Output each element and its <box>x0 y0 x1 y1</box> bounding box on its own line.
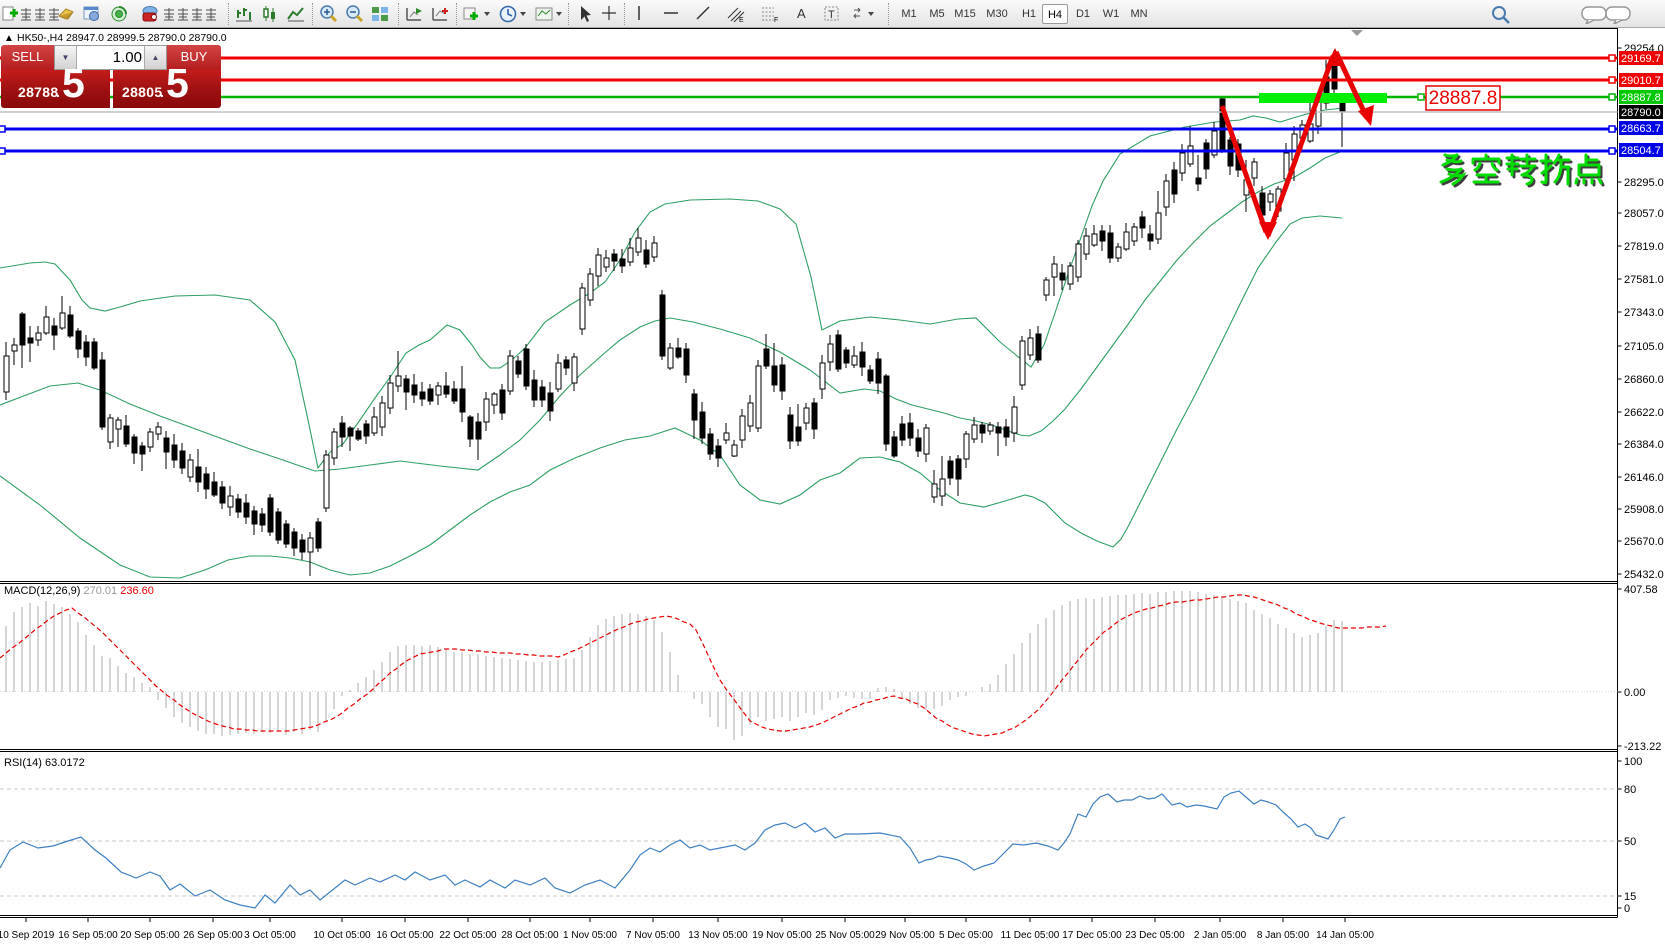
svg-text:26146.0: 26146.0 <box>1624 472 1664 484</box>
svg-text:50: 50 <box>1624 836 1636 848</box>
svg-text:28504.7: 28504.7 <box>1621 145 1661 157</box>
svg-text:F: F <box>774 17 778 24</box>
svg-text:14 Jan 05:00: 14 Jan 05:00 <box>1316 930 1374 941</box>
svg-text:29 Nov 05:00: 29 Nov 05:00 <box>875 930 935 941</box>
svg-text:407.58: 407.58 <box>1624 584 1658 596</box>
svg-text:28295.0: 28295.0 <box>1624 177 1664 189</box>
svg-text:28887.8: 28887.8 <box>1621 92 1661 104</box>
svg-text:-213.22: -213.22 <box>1624 741 1661 753</box>
svg-text:A: A <box>797 6 806 21</box>
svg-text:29010.7: 29010.7 <box>1621 75 1661 87</box>
svg-text:1 Nov 05:00: 1 Nov 05:00 <box>563 930 617 941</box>
svg-text:8 Jan 05:00: 8 Jan 05:00 <box>1257 930 1310 941</box>
svg-text:25 Nov 05:00: 25 Nov 05:00 <box>815 930 875 941</box>
svg-text:22 Oct 05:00: 22 Oct 05:00 <box>439 930 497 941</box>
svg-text:RSI(14) 63.0172: RSI(14) 63.0172 <box>4 757 85 769</box>
svg-text:5 Dec 05:00: 5 Dec 05:00 <box>939 930 993 941</box>
svg-text:10 Sep 2019: 10 Sep 2019 <box>0 930 55 941</box>
svg-text:23 Dec 05:00: 23 Dec 05:00 <box>1125 930 1185 941</box>
svg-text:MACD(12,26,9) 270.01 236.60: MACD(12,26,9) 270.01 236.60 <box>4 585 154 597</box>
svg-text:17 Dec 05:00: 17 Dec 05:00 <box>1062 930 1122 941</box>
svg-text:27819.0: 27819.0 <box>1624 241 1664 253</box>
svg-text:2 Jan 05:00: 2 Jan 05:00 <box>1194 930 1247 941</box>
svg-text:E: E <box>739 17 744 24</box>
svg-text:26860.0: 26860.0 <box>1624 374 1664 386</box>
svg-text:T: T <box>828 9 835 21</box>
svg-text:28663.7: 28663.7 <box>1621 123 1661 135</box>
svg-text:28887.8: 28887.8 <box>1429 88 1498 109</box>
svg-text:0: 0 <box>1624 903 1630 915</box>
svg-text:16 Sep 05:00: 16 Sep 05:00 <box>58 930 118 941</box>
svg-text:26622.0: 26622.0 <box>1624 407 1664 419</box>
svg-text:28790.0: 28790.0 <box>1621 107 1661 119</box>
svg-text:25432.0: 25432.0 <box>1624 569 1664 581</box>
svg-text:80: 80 <box>1624 784 1636 796</box>
svg-text:27105.0: 27105.0 <box>1624 341 1664 353</box>
svg-text:27343.0: 27343.0 <box>1624 307 1664 319</box>
svg-text:3 Oct 05:00: 3 Oct 05:00 <box>244 930 296 941</box>
svg-text:27581.0: 27581.0 <box>1624 274 1664 286</box>
svg-text:25670.0: 25670.0 <box>1624 536 1664 548</box>
svg-text:28 Oct 05:00: 28 Oct 05:00 <box>501 930 559 941</box>
svg-text:28057.0: 28057.0 <box>1624 208 1664 220</box>
svg-text:HK50-,H4 28947.0 28999.5 2879: HK50-,H4 28947.0 28999.5 28790.0 28790.0 <box>17 32 227 44</box>
svg-text:26384.0: 26384.0 <box>1624 439 1664 451</box>
svg-text:15: 15 <box>1624 891 1636 903</box>
svg-text:20 Sep 05:00: 20 Sep 05:00 <box>120 930 180 941</box>
svg-text:25908.0: 25908.0 <box>1624 504 1664 516</box>
svg-text:29169.7: 29169.7 <box>1621 53 1661 65</box>
svg-text:7 Nov 05:00: 7 Nov 05:00 <box>626 930 680 941</box>
svg-text:10 Oct 05:00: 10 Oct 05:00 <box>313 930 371 941</box>
svg-text:13 Nov 05:00: 13 Nov 05:00 <box>688 930 748 941</box>
svg-text:100: 100 <box>1624 756 1642 768</box>
svg-text:0.00: 0.00 <box>1624 687 1645 699</box>
svg-text:19 Nov 05:00: 19 Nov 05:00 <box>752 930 812 941</box>
svg-text:11 Dec 05:00: 11 Dec 05:00 <box>1001 930 1060 941</box>
svg-text:26 Sep 05:00: 26 Sep 05:00 <box>183 930 243 941</box>
svg-text:16 Oct 05:00: 16 Oct 05:00 <box>376 930 434 941</box>
svg-text:▲: ▲ <box>4 33 14 44</box>
